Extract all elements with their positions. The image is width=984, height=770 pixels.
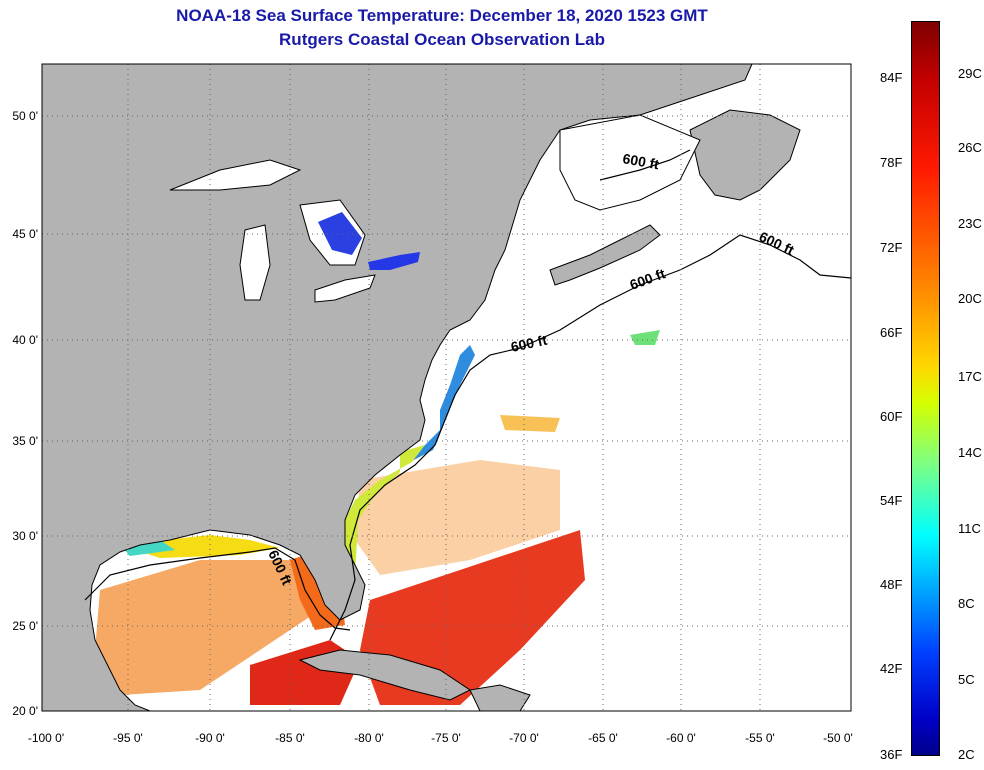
lat-tick-label: 40 0'	[12, 333, 38, 347]
land-newfoundland	[689, 109, 801, 201]
colorbar-label-c: 20C	[958, 291, 982, 306]
lake-michigan	[239, 224, 271, 301]
lon-tick-label: -55 0'	[745, 731, 775, 745]
lon-tick-label: -60 0'	[666, 731, 696, 745]
colorbar-label-f: 72F	[880, 240, 903, 255]
colorbar-label-f: 36F	[880, 747, 903, 762]
land-cuba	[298, 649, 471, 701]
lon-tick-label: -50 0'	[823, 731, 853, 745]
lon-tick-label: -80 0'	[354, 731, 384, 745]
sst-warm-atlantic	[360, 530, 585, 705]
lat-tick-label: 30 0'	[12, 529, 38, 543]
colorbar-label-c: 5C	[958, 672, 975, 687]
land-nova-scotia	[549, 224, 661, 286]
temperature-colorbar	[911, 21, 940, 756]
colorbar-label-c: 11C	[958, 521, 981, 536]
sst-gulf-of-mexico	[95, 560, 320, 695]
contour-600ft-line	[84, 234, 851, 641]
colorbar-label-c: 26C	[958, 140, 982, 155]
sst-coastal-cold-band	[410, 345, 475, 462]
lake-huron-sst	[318, 212, 362, 255]
lon-tick-label: -70 0'	[509, 731, 539, 745]
map-subtitle: Rutgers Coastal Ocean Observation Lab	[279, 30, 605, 49]
colorbar-label-c: 2C	[958, 747, 975, 762]
land-north-america	[42, 64, 753, 711]
map-title: NOAA-18 Sea Surface Temperature: Decembe…	[176, 6, 708, 25]
contour-label-600ft: 600 ft	[509, 332, 548, 355]
lat-tick-label: 20 0'	[12, 704, 38, 718]
colorbar-label-f: 48F	[880, 577, 903, 592]
colorbar-label-c: 23C	[958, 216, 982, 231]
latitude-axis: 50 0' 45 0' 40 0' 35 0' 30 0' 25 0' 20 0…	[12, 109, 38, 718]
gulf-of-st-lawrence	[559, 114, 701, 211]
colorbar-label-c: 14C	[958, 445, 982, 460]
colorbar-label-f: 54F	[880, 493, 903, 508]
longitude-axis: -100 0' -95 0' -90 0' -85 0' -80 0' -75 …	[28, 731, 853, 745]
colorbar-label-f: 42F	[880, 661, 903, 676]
sst-green-patch	[630, 330, 660, 345]
contour-label-600ft: 600 ft	[621, 150, 660, 172]
lat-tick-label: 50 0'	[12, 109, 38, 123]
colorbar-label-f: 66F	[880, 325, 903, 340]
lon-tick-label: -65 0'	[588, 731, 618, 745]
lat-tick-label: 35 0'	[12, 434, 38, 448]
colorbar-label-f: 84F	[880, 70, 903, 85]
lake-ontario-sst	[368, 252, 420, 270]
lon-tick-label: -90 0'	[195, 731, 225, 745]
sst-offshore-patch	[500, 415, 560, 432]
colorbar-label-f: 60F	[880, 409, 903, 424]
lake-superior	[169, 159, 302, 191]
lon-tick-label: -100 0'	[28, 731, 64, 745]
colorbar-label-c: 17C	[958, 369, 982, 384]
lon-tick-label: -75 0'	[431, 731, 461, 745]
colorbar-label-f: 78F	[880, 155, 903, 170]
colorbar-label-c: 8C	[958, 596, 975, 611]
lat-tick-label: 45 0'	[12, 227, 38, 241]
lon-tick-label: -95 0'	[113, 731, 143, 745]
sst-scattered-atlantic	[355, 460, 560, 575]
land-hispaniola	[469, 684, 531, 711]
lat-tick-label: 25 0'	[12, 619, 38, 633]
contour-600ft-line-north	[599, 149, 691, 181]
lon-tick-label: -85 0'	[275, 731, 305, 745]
map-border	[41, 63, 852, 712]
colorbar-label-c: 29C	[958, 66, 982, 81]
lake-erie	[314, 274, 376, 303]
